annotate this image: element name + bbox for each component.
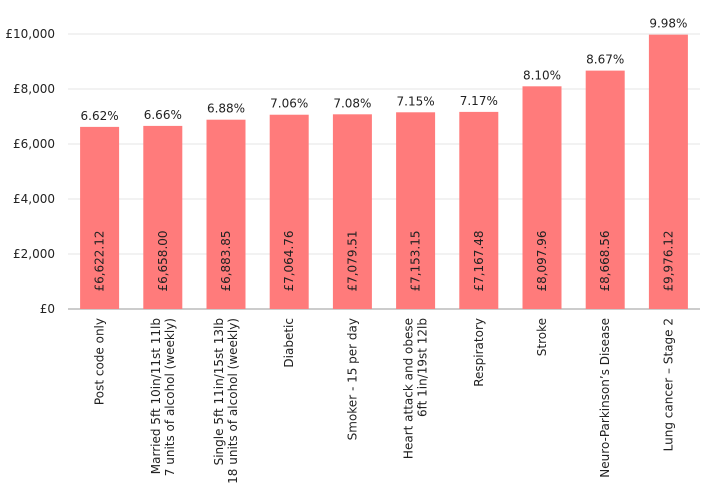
- percent-label: 6.66%: [144, 108, 182, 122]
- category-label-line: 6ft 1in/19st 12lb: [416, 318, 430, 417]
- x-axis: Post code only Married 5ft 10in/11st 11lb…: [93, 318, 676, 484]
- bar: [585, 70, 625, 310]
- y-tick-label: £2,000: [13, 247, 55, 261]
- category-label: Post code only: [93, 318, 107, 405]
- category-label: Respiratory: [472, 318, 486, 387]
- percent-label: 7.06%: [270, 97, 308, 111]
- category-label: Smoker - 15 per day: [345, 318, 359, 440]
- value-label: £6,658.00: [156, 230, 170, 291]
- category-label-line: 7 units of alcohol (weekly): [163, 318, 177, 476]
- value-label: £8,097.96: [535, 230, 549, 291]
- category-label: Neuro-Parkinson’s Disease: [598, 318, 612, 478]
- value-label: £8,668.56: [598, 230, 612, 291]
- y-tick-label: £0: [40, 302, 55, 316]
- value-label: £6,883.85: [219, 230, 233, 291]
- bar: [332, 114, 372, 309]
- category-label-line: Smoker - 15 per day: [345, 318, 359, 440]
- percent-label: 8.67%: [586, 53, 624, 67]
- category-label-line: Diabetic: [282, 318, 296, 368]
- bar: [269, 114, 309, 309]
- y-tick-label: £10,000: [5, 27, 55, 41]
- bar: [522, 86, 562, 310]
- y-tick-label: £8,000: [13, 82, 55, 96]
- category-label-line: Married 5ft 10in/11st 11lb: [149, 318, 163, 474]
- bar: [396, 112, 436, 309]
- value-label: £7,153.15: [409, 230, 423, 291]
- category-label: Married 5ft 10in/11st 11lb 7 units of alc…: [149, 318, 177, 476]
- percent-label: 7.15%: [397, 94, 435, 108]
- value-label: £9,976.12: [661, 230, 675, 291]
- category-label-line: Respiratory: [472, 318, 486, 387]
- category-label: Stroke: [535, 318, 549, 356]
- category-label-line: Lung cancer – Stage 2: [661, 318, 675, 451]
- value-label: £7,064.76: [282, 230, 296, 291]
- category-label-line: Heart attack and obese: [402, 318, 416, 459]
- category-label-line: Stroke: [535, 318, 549, 356]
- value-label: £7,167.48: [472, 230, 486, 291]
- bars: 6.62% £6,622.12 6.66% £6,658.00 6.88% £6,883.…: [80, 17, 688, 310]
- bar: [206, 119, 246, 309]
- percent-label: 7.08%: [333, 96, 371, 110]
- bar: [459, 111, 499, 309]
- y-tick-label: £4,000: [13, 192, 55, 206]
- percent-label: 9.98%: [649, 17, 687, 31]
- percent-label: 7.17%: [460, 94, 498, 108]
- bar: [648, 34, 688, 309]
- category-label: Lung cancer – Stage 2: [661, 318, 675, 451]
- percent-label: 6.62%: [81, 109, 119, 123]
- category-label: Diabetic: [282, 318, 296, 368]
- value-label: £7,079.51: [345, 230, 359, 291]
- category-label-line: 18 units of alcohol (weekly): [226, 318, 240, 484]
- y-axis: £0 £2,000 £4,000 £6,000 £8,000 £10,000: [5, 27, 55, 316]
- bar: [143, 125, 183, 309]
- category-label: Single 5ft 11in/15st 13lb 18 units of alc…: [212, 318, 240, 484]
- bar: [80, 126, 120, 310]
- category-label-line: Post code only: [93, 318, 107, 405]
- category-label-line: Neuro-Parkinson’s Disease: [598, 318, 612, 478]
- category-label-line: Single 5ft 11in/15st 13lb: [212, 318, 226, 465]
- category-label: Heart attack and obese 6ft 1in/19st 12lb: [402, 318, 430, 459]
- percent-label: 8.10%: [523, 68, 561, 82]
- percent-label: 6.88%: [207, 102, 245, 116]
- value-label: £6,622.12: [93, 230, 107, 291]
- y-tick-label: £6,000: [13, 137, 55, 151]
